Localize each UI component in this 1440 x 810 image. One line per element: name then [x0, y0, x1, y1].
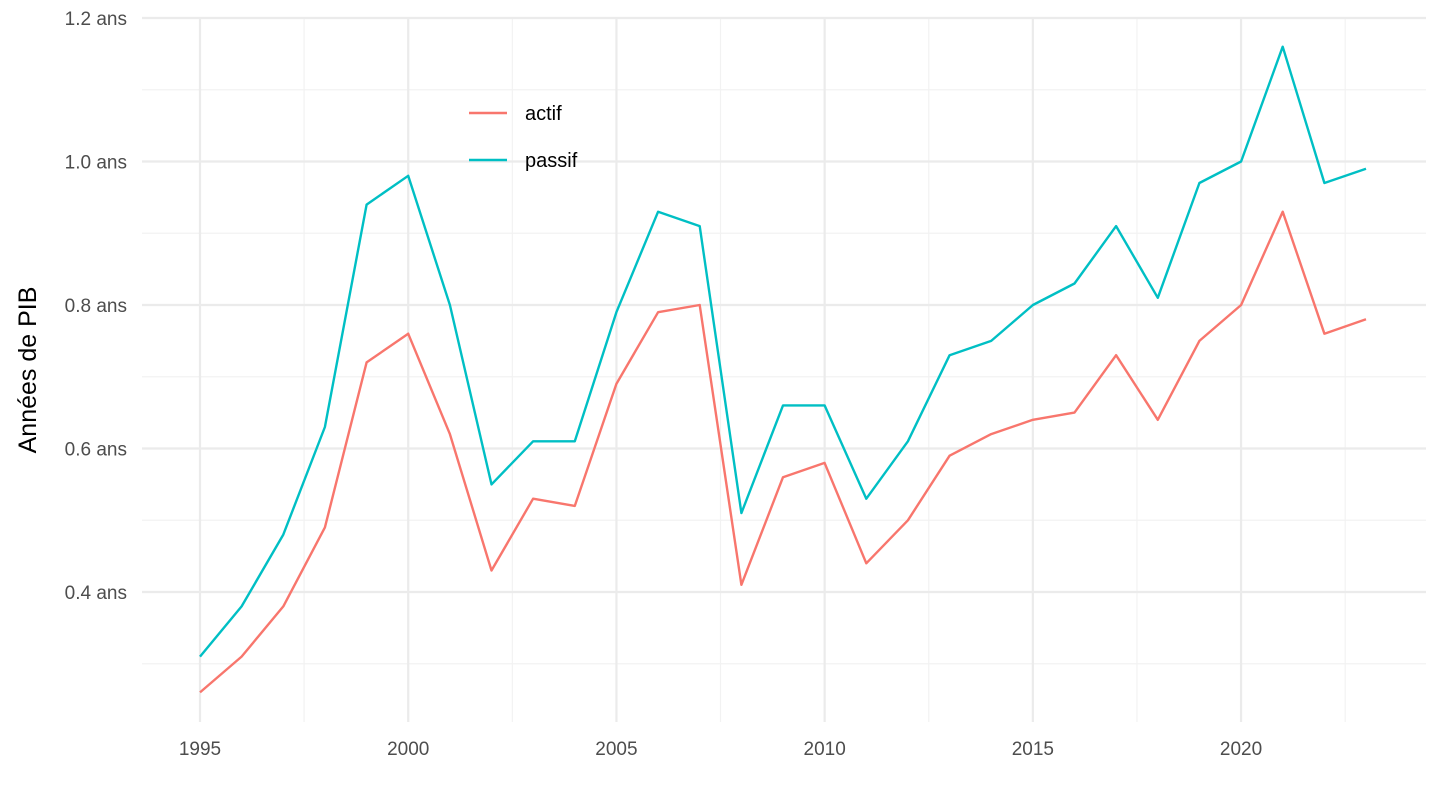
- y-axis-title: Années de PIB: [14, 287, 42, 454]
- y-tick-label: 0.4 ans: [65, 583, 127, 604]
- legend-label-actif: actif: [525, 103, 562, 125]
- y-tick-label: 0.8 ans: [65, 296, 127, 317]
- major-gridlines-y: [142, 16, 1426, 594]
- x-tick-label: 2000: [387, 739, 429, 760]
- legend-label-passif: passif: [525, 150, 578, 172]
- x-tick-label: 1995: [179, 739, 221, 760]
- x-tick-label: 2020: [1220, 739, 1262, 760]
- series-line-passif: [199, 45, 1367, 658]
- y-tick-label: 0.6 ans: [65, 440, 127, 461]
- series-layer: [199, 45, 1367, 694]
- x-tick-label: 2015: [1012, 739, 1054, 760]
- major-gridlines-x: [198, 18, 1243, 722]
- minor-gridlines-x: [303, 18, 1346, 722]
- x-axis-tick-labels: 1995 2000 2005 2010 2015 2020: [179, 739, 1262, 760]
- series-line-actif: [199, 210, 1367, 694]
- y-axis-tick-labels: 0.4 ans 0.6 ans 0.8 ans 1.0 ans 1.2 ans: [65, 9, 127, 604]
- y-tick-label: 1.0 ans: [65, 153, 127, 174]
- x-tick-label: 2010: [804, 739, 846, 760]
- minor-gridlines-y: [142, 89, 1426, 665]
- y-tick-label: 1.2 ans: [65, 9, 127, 30]
- legend: actif passif: [469, 103, 578, 172]
- x-tick-label: 2005: [595, 739, 637, 760]
